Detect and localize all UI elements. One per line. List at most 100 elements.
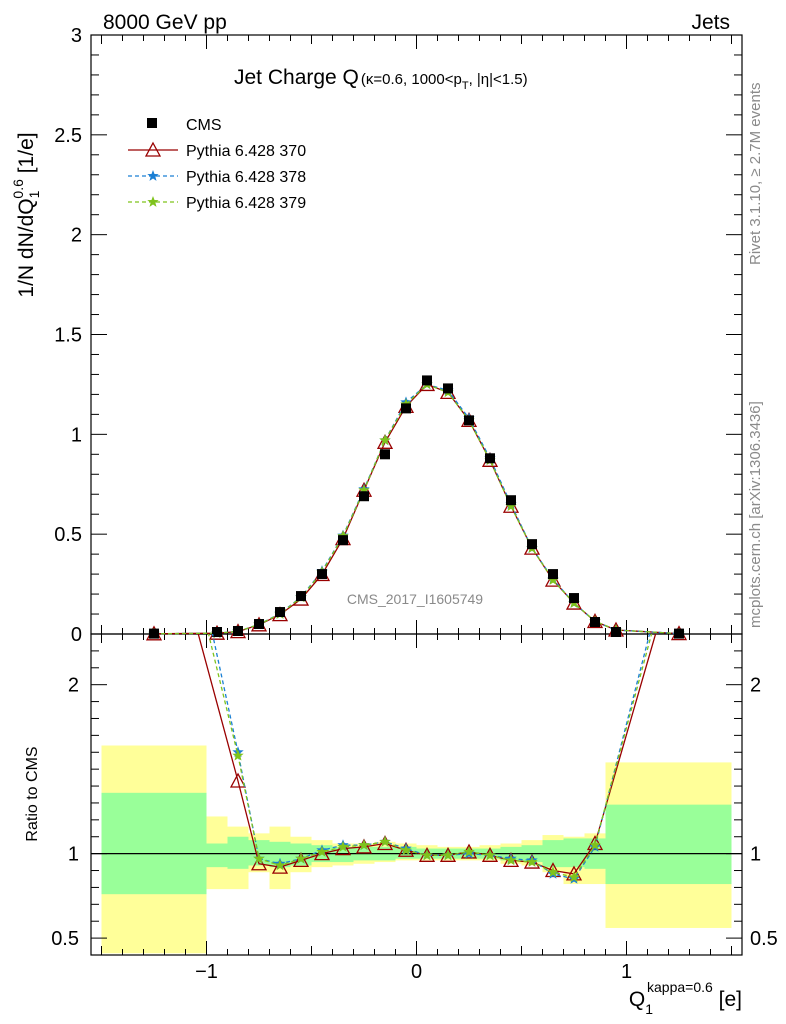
marker-top-0 bbox=[380, 449, 390, 460]
x-axis-label-b: [e] bbox=[713, 988, 742, 1011]
chart-title-sub-end: , |η|<1.5) bbox=[469, 71, 528, 88]
legend-label-379: Pythia 6.428 379 bbox=[186, 195, 306, 212]
marker-top-0 bbox=[443, 383, 453, 394]
ratio-panel-series bbox=[197, 634, 657, 884]
marker-ratio-3 bbox=[442, 849, 454, 861]
marker-top-3 bbox=[547, 574, 559, 585]
legend-label-cms: CMS bbox=[186, 117, 222, 134]
marker-top-0 bbox=[401, 403, 411, 414]
legend-marker-378 bbox=[147, 170, 159, 181]
marker-ratio-3 bbox=[253, 852, 265, 864]
marker-ratio-3 bbox=[295, 852, 307, 864]
y-tick-label-top: 0.5 bbox=[54, 524, 82, 546]
legend-marker-379 bbox=[147, 196, 159, 207]
marker-top-1 bbox=[376, 433, 394, 449]
y-tick-label-ratio-right: 0.5 bbox=[750, 928, 778, 950]
marker-top-3 bbox=[505, 500, 517, 512]
marker-ratio-3 bbox=[316, 845, 328, 857]
y-tick-label-ratio: 2 bbox=[68, 675, 79, 697]
marker-top-0 bbox=[254, 619, 264, 630]
rivet-version-text: Rivet 3.1.10, ≥ 2.7M events bbox=[747, 83, 764, 266]
marker-top-0 bbox=[317, 569, 327, 580]
mcplots-reference-text: mcplots.cern.ch [arXiv:1306.3436] bbox=[747, 401, 764, 628]
band-inner-2 bbox=[227, 836, 249, 869]
marker-top-0 bbox=[464, 415, 474, 426]
marker-top-0 bbox=[296, 591, 306, 602]
x-tick-label: 1 bbox=[621, 961, 632, 983]
marker-top-0 bbox=[233, 626, 243, 637]
marker-top-0 bbox=[527, 539, 537, 550]
y-tick-label-top: 0 bbox=[71, 624, 82, 646]
chart-title-sub-sub: T bbox=[462, 80, 469, 92]
marker-top-0 bbox=[149, 628, 159, 639]
marker-ratio-3 bbox=[421, 849, 433, 861]
marker-ratio-1 bbox=[250, 855, 268, 871]
marker-ratio-3 bbox=[568, 871, 580, 883]
x-tick-label: −1 bbox=[195, 961, 218, 983]
x-axis-label-sub: 1 bbox=[645, 1001, 653, 1017]
marker-top-0 bbox=[590, 617, 600, 628]
y-tick-label-ratio-right: 1 bbox=[750, 844, 761, 866]
legend-marker-cms bbox=[147, 118, 157, 128]
marker-ratio-3 bbox=[232, 749, 244, 761]
marker-ratio-1 bbox=[271, 858, 289, 874]
y-tick-label-top: 1.5 bbox=[54, 325, 82, 347]
chart-title-sub: (κ=0.6, 1000<p bbox=[361, 71, 462, 88]
legend-marker-370 bbox=[144, 141, 162, 157]
x-axis-label-a: Q bbox=[629, 988, 645, 1011]
marker-ratio-3 bbox=[274, 859, 286, 871]
axis-ticks bbox=[91, 34, 742, 955]
y-axis-label-top-a: 1/N dN/dQ bbox=[15, 198, 38, 297]
marker-ratio-3 bbox=[379, 835, 391, 847]
legend-label-378: Pythia 6.428 378 bbox=[186, 169, 306, 186]
marker-top-0 bbox=[611, 627, 621, 638]
marker-ratio-3 bbox=[337, 840, 349, 852]
header-left-label: 8000 GeV pp bbox=[103, 11, 227, 34]
x-tick-label: 0 bbox=[411, 961, 422, 983]
marker-top-0 bbox=[275, 607, 285, 618]
band-inner-4 bbox=[269, 841, 291, 868]
marker-top-0 bbox=[422, 375, 432, 386]
x-axis-label-sup: kappa=0.6 bbox=[647, 979, 713, 995]
y-tick-label-ratio: 0.5 bbox=[51, 928, 79, 950]
marker-top-0 bbox=[338, 535, 348, 546]
marker-ratio-3 bbox=[589, 839, 601, 850]
y-axis-label-top-sup: 0.6 bbox=[10, 179, 26, 199]
marker-ratio-1 bbox=[586, 835, 604, 851]
marker-ratio-3 bbox=[358, 839, 370, 850]
marker-top-0 bbox=[674, 628, 684, 639]
y-tick-label-top: 2 bbox=[71, 225, 82, 247]
header-right-label: Jets bbox=[691, 11, 730, 34]
y-tick-label-ratio-right: 2 bbox=[750, 675, 761, 697]
tick-labels: −1 0 1 0 0.5 1 1.5 2 2.5 3 0.5 0.5 1 1 2 2 bbox=[51, 25, 778, 983]
y-tick-label-top: 1 bbox=[71, 424, 82, 446]
marker-top-0 bbox=[548, 569, 558, 580]
marker-ratio-1 bbox=[355, 838, 373, 854]
marker-ratio-3 bbox=[526, 856, 538, 867]
marker-ratio-1 bbox=[544, 862, 562, 878]
band-inner-20 bbox=[605, 804, 732, 885]
x-axis-label: Q1 kappa=0.6 [e] bbox=[629, 979, 742, 1017]
band-inner-1 bbox=[206, 843, 228, 868]
analysis-watermark: CMS_2017_I1605749 bbox=[347, 591, 483, 607]
marker-top-0 bbox=[485, 453, 495, 464]
ratio-clipped-group bbox=[197, 634, 657, 884]
marker-top-0 bbox=[569, 593, 579, 604]
marker-ratio-3 bbox=[547, 866, 559, 878]
legend: CMS Pythia 6.428 370 Pythia 6.428 378 Py… bbox=[128, 117, 306, 212]
marker-ratio-3 bbox=[484, 849, 496, 861]
top-panel-series bbox=[145, 375, 688, 641]
series-line-ratio-2 bbox=[211, 634, 651, 880]
marker-ratio-1 bbox=[229, 772, 247, 788]
marker-top-0 bbox=[359, 491, 369, 502]
ratio-uncertainty-bands bbox=[101, 745, 732, 954]
marker-top-3 bbox=[358, 484, 370, 496]
y-axis-label-top-b: [1/e] bbox=[15, 132, 38, 179]
y-tick-label-top: 2.5 bbox=[54, 125, 82, 147]
marker-ratio-1 bbox=[292, 852, 310, 868]
y-tick-label-top: 3 bbox=[71, 25, 82, 47]
marker-ratio-3 bbox=[400, 844, 412, 856]
marker-top-0 bbox=[212, 627, 222, 638]
y-axis-label-top: 1/N dN/dQ10.6 [1/e] bbox=[10, 132, 42, 297]
